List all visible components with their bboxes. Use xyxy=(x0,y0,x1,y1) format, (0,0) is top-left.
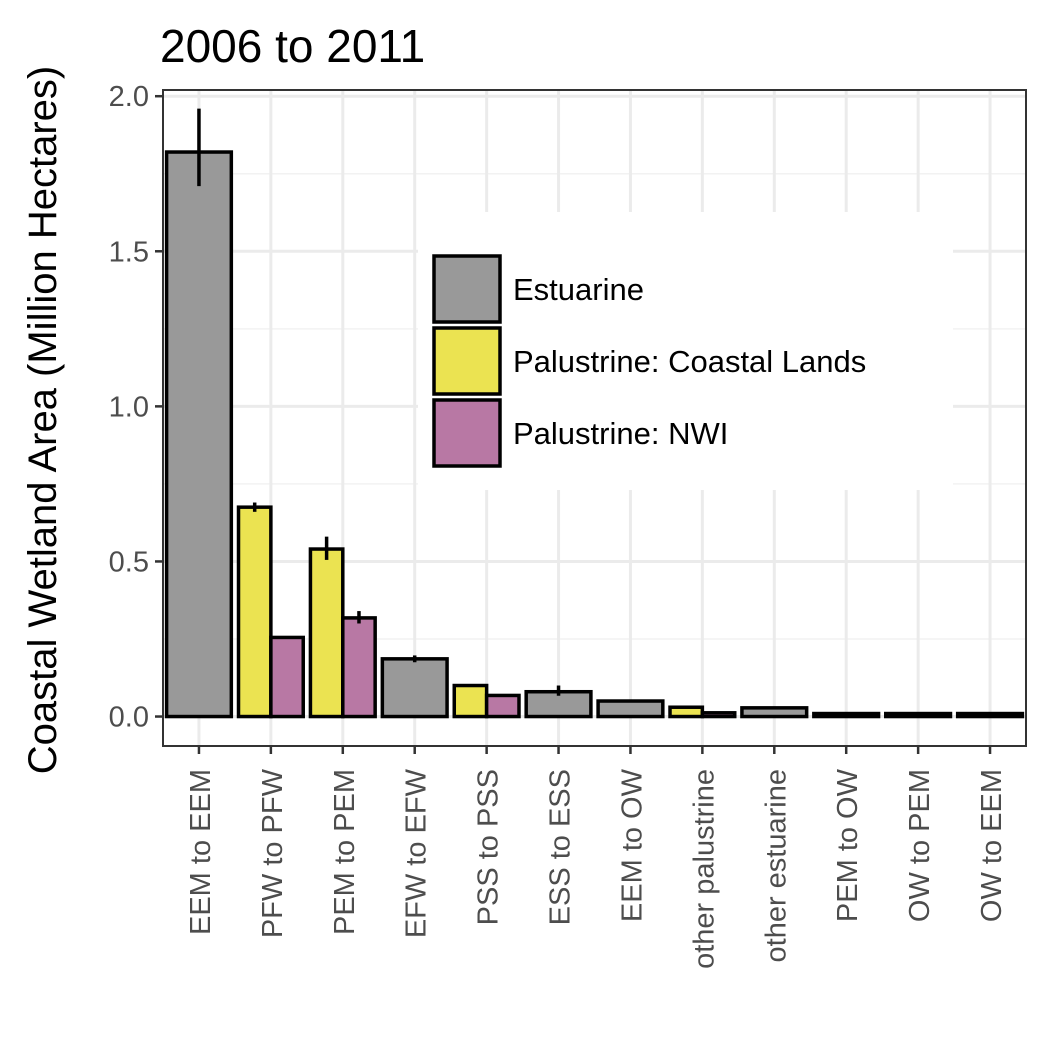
y-tick-label: 2.0 xyxy=(109,81,149,113)
legend-background xyxy=(418,212,953,490)
x-tick-label: EEM to EEM xyxy=(185,769,217,935)
chart-title: 2006 to 2011 xyxy=(160,20,425,72)
bar-eem-to-ow-estuarine xyxy=(596,699,665,719)
y-tick-label: 0.5 xyxy=(109,546,149,578)
x-tick-label: PEM to OW xyxy=(832,768,864,922)
x-tick-label: other estuarine xyxy=(760,769,792,962)
y-tick-label: 1.0 xyxy=(109,391,149,423)
x-tick-label: PFW to PFW xyxy=(257,768,289,938)
x-tick-label: ESS to ESS xyxy=(545,769,577,925)
legend-label-estuarine: Estuarine xyxy=(513,272,644,307)
bar-other-palustrine-palustrine-coastal-lands xyxy=(668,705,705,719)
x-tick-label: OW to EEM xyxy=(976,769,1008,922)
bar-pfw-to-pfw-palustrine-coastal-lands xyxy=(236,505,273,719)
bar-pem-to-ow-estuarine xyxy=(812,711,881,719)
bar-pfw-to-pfw-palustrine-nwi xyxy=(269,635,305,719)
bar-pss-to-pss-palustrine-nwi xyxy=(484,693,521,719)
bar-pem-to-pem-palustrine-coastal-lands xyxy=(308,547,345,719)
bar-pss-to-pss-palustrine-coastal-lands xyxy=(452,683,489,719)
bar-pem-to-pem-palustrine-nwi xyxy=(341,616,377,719)
legend-key-estuarine xyxy=(432,254,502,324)
y-axis-label: Coastal Wetland Area (Million Hectares) xyxy=(21,66,65,774)
plot-area: 0.0 0.5 1.0 1.5 2.0 EEM to EEM PFW to PFW PEM t… xyxy=(109,81,1027,969)
legend: Estuarine Palustrine: Coastal Lands Palust… xyxy=(418,212,953,490)
x-tick-label: PSS to PSS xyxy=(473,769,505,925)
y-tick-label: 0.0 xyxy=(109,702,149,734)
y-tick-label: 1.5 xyxy=(109,236,149,268)
legend-key-palustrine-nwi xyxy=(432,398,502,468)
panel-border xyxy=(162,89,1027,747)
x-tick-label: OW to PEM xyxy=(904,769,936,922)
bar-other-estuarine-estuarine xyxy=(740,706,809,719)
bar-efw-to-efw-estuarine xyxy=(380,657,449,719)
bar-eem-to-eem-estuarine xyxy=(164,150,234,719)
legend-label-palustrine-nwi: Palustrine: NWI xyxy=(513,416,728,451)
x-tick-label: EFW to EFW xyxy=(401,768,433,938)
legend-label-palustrine-coastal-lands: Palustrine: Coastal Lands xyxy=(513,344,866,379)
bar-other-palustrine-palustrine-nwi xyxy=(700,711,737,719)
x-tick-label: PEM to PEM xyxy=(329,769,361,935)
x-tick-label: other palustrine xyxy=(688,769,720,969)
bar-ow-to-pem-estuarine xyxy=(884,711,953,719)
bar-ess-to-ess-estuarine xyxy=(524,689,593,719)
x-tick-label: EEM to OW xyxy=(616,768,648,922)
bar-ow-to-eem-estuarine xyxy=(955,711,1025,719)
legend-key-palustrine-coastal-lands xyxy=(432,326,502,396)
